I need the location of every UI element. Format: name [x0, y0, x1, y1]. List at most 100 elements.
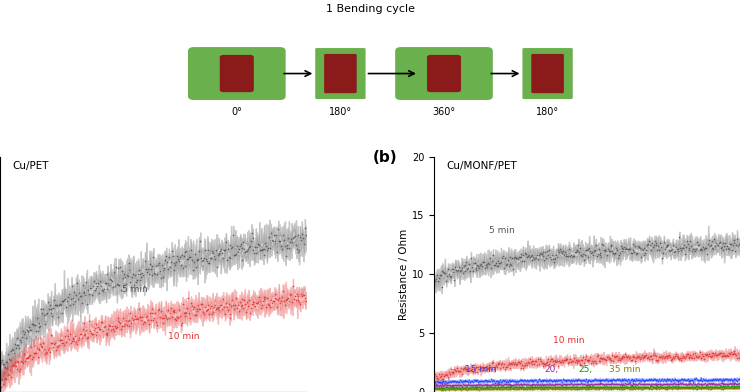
Point	[575, 252, 587, 259]
Point	[626, 383, 638, 389]
Point	[626, 382, 638, 388]
Point	[656, 376, 668, 382]
Point	[560, 377, 572, 383]
Point	[516, 254, 528, 260]
Point	[0, 368, 6, 374]
Point	[633, 354, 645, 360]
Point	[50, 347, 62, 353]
Point	[722, 376, 733, 382]
Point	[445, 366, 457, 372]
Point	[647, 381, 659, 387]
Point	[716, 244, 727, 250]
Point	[138, 321, 149, 327]
Point	[457, 270, 468, 276]
Point	[583, 245, 595, 251]
Point	[445, 378, 457, 384]
Point	[727, 385, 739, 391]
Point	[570, 357, 582, 363]
Point	[724, 377, 736, 383]
Point	[497, 384, 508, 390]
Point	[472, 386, 484, 392]
Point	[37, 340, 49, 346]
Point	[661, 353, 673, 359]
Point	[448, 378, 460, 384]
Point	[505, 365, 517, 371]
Point	[505, 381, 517, 388]
Point	[730, 385, 740, 391]
Point	[436, 284, 448, 290]
Point	[267, 238, 279, 244]
Point	[592, 381, 604, 387]
Point	[682, 381, 693, 387]
Point	[441, 384, 453, 390]
FancyBboxPatch shape	[531, 54, 564, 93]
Text: 360°: 360°	[432, 107, 456, 117]
Point	[440, 372, 451, 378]
Point	[104, 322, 115, 328]
Point	[460, 259, 472, 265]
Point	[551, 384, 563, 390]
Point	[198, 255, 209, 261]
Point	[683, 354, 695, 360]
Point	[143, 321, 155, 327]
Point	[650, 357, 662, 363]
Point	[494, 384, 506, 390]
Point	[490, 382, 502, 388]
Point	[298, 292, 310, 298]
Point	[636, 246, 648, 252]
Point	[558, 385, 570, 392]
Point	[733, 380, 740, 387]
Point	[456, 370, 468, 377]
Point	[704, 377, 716, 383]
Point	[568, 378, 579, 384]
Point	[710, 351, 722, 358]
Point	[109, 283, 121, 289]
Point	[21, 327, 33, 333]
Point	[206, 248, 218, 254]
Point	[623, 355, 635, 361]
Point	[600, 381, 612, 387]
Point	[681, 385, 693, 391]
Point	[19, 358, 31, 365]
Point	[592, 250, 604, 257]
Point	[24, 353, 36, 359]
Point	[457, 385, 468, 391]
Point	[299, 225, 311, 231]
Point	[433, 371, 445, 377]
Point	[578, 377, 590, 383]
Point	[692, 377, 704, 383]
Point	[474, 378, 485, 384]
Point	[502, 384, 514, 390]
Point	[497, 364, 509, 370]
Point	[685, 385, 697, 392]
Point	[226, 243, 238, 250]
Point	[602, 246, 613, 252]
Point	[707, 238, 719, 245]
Point	[196, 301, 208, 307]
Point	[428, 383, 440, 389]
Point	[513, 253, 525, 260]
Point	[628, 354, 640, 360]
Point	[723, 376, 735, 383]
Point	[201, 307, 212, 314]
Point	[437, 387, 448, 392]
Point	[487, 252, 499, 258]
Point	[471, 381, 483, 388]
Point	[661, 380, 673, 387]
Point	[434, 387, 446, 392]
Point	[101, 330, 112, 336]
Point	[665, 356, 677, 363]
Point	[262, 245, 274, 251]
Point	[603, 386, 615, 392]
Point	[697, 352, 709, 359]
Point	[149, 271, 161, 277]
Point	[175, 262, 186, 268]
Point	[619, 376, 630, 382]
Point	[204, 255, 216, 261]
Point	[127, 271, 139, 278]
Point	[516, 377, 528, 383]
Point	[565, 385, 577, 392]
Point	[518, 258, 530, 265]
Point	[152, 261, 164, 268]
Point	[587, 385, 599, 392]
